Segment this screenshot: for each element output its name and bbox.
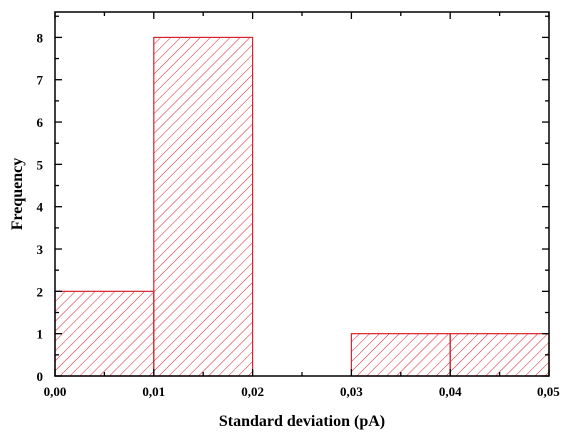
ticks-group [54,12,550,377]
y-tick-label: 8 [37,30,44,45]
x-tick-label: 0,00 [44,384,67,399]
y-tick-label: 1 [37,327,44,342]
x-tick-label: 0,03 [340,384,363,399]
x-tick-label: 0,02 [241,384,264,399]
y-tick-label: 7 [37,73,44,88]
bars-group [54,36,550,377]
y-tick-label: 6 [37,115,44,130]
x-axis-label: Standard deviation (pA) [219,413,385,430]
y-tick-label: 2 [37,284,44,299]
x-tick-label: 0,05 [537,384,560,399]
y-tick-label: 0 [37,369,44,384]
histogram-bar-3 [350,333,451,377]
y-axis-label: Frequency [9,158,26,231]
x-tick-label: 0,01 [142,384,165,399]
y-tick-label: 5 [37,157,44,172]
histogram-bar-1 [153,36,254,377]
x-tick-label: 0,04 [439,384,462,399]
histogram-bar-0 [54,290,155,377]
y-tick-label: 3 [37,242,44,257]
tick-labels-group: 0,00 0,01 0,02 0,03 0,04 0,05 0 1 2 3 4 5 6 7 8 [37,30,561,399]
histogram-bar-4 [449,333,550,377]
y-tick-label: 4 [37,200,44,215]
